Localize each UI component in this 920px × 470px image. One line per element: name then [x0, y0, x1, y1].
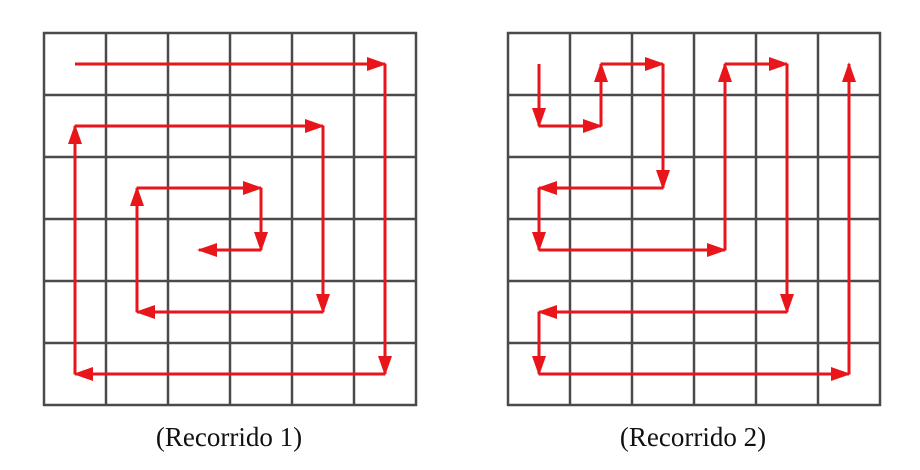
grid-recorrido-1 [42, 31, 418, 407]
caption-recorrido-1: (Recorrido 1) [156, 422, 302, 452]
path-recorrido-1 [68, 57, 392, 381]
figure-recorrido-2: (Recorrido 2) [506, 31, 882, 452]
path-recorrido-2 [532, 57, 856, 381]
caption-recorrido-2: (Recorrido 2) [620, 422, 766, 452]
figure-recorrido-1: (Recorrido 1) [42, 31, 418, 452]
grid-recorrido-2 [506, 31, 882, 407]
